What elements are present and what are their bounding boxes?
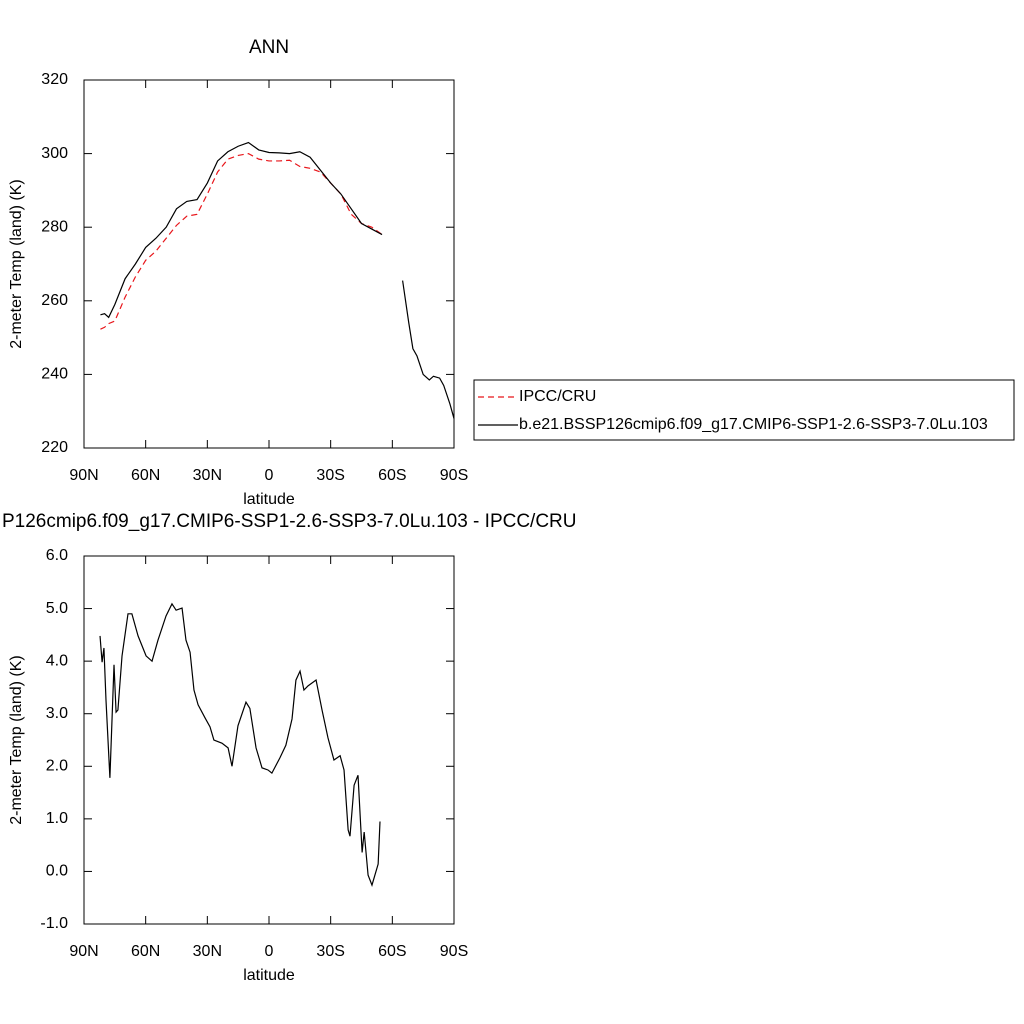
y-tick-label: 240 xyxy=(41,366,68,383)
x-tick-label: 90S xyxy=(440,943,468,960)
x-tick-label: 0 xyxy=(265,467,274,484)
y-tick-label: 1.0 xyxy=(46,810,68,827)
x-tick-label: 0 xyxy=(265,943,274,960)
x-tick-label: 90S xyxy=(440,467,468,484)
data-line xyxy=(100,152,383,330)
y-tick-label: 2.0 xyxy=(46,758,68,775)
data-line xyxy=(100,141,455,419)
y-tick-label: 3.0 xyxy=(46,705,68,722)
x-tick-label: 60S xyxy=(378,943,406,960)
chart-title: P126cmip6.f09_g17.CMIP6-SSP1-2.6-SSP3-7.… xyxy=(2,511,577,532)
y-tick-label: 300 xyxy=(41,145,68,162)
y-axis-label: 2-meter Temp (land) (K) xyxy=(8,179,25,349)
legend-label: b.e21.BSSP126cmip6.f09_g17.CMIP6-SSP1-2.… xyxy=(519,416,988,433)
x-tick-label: 90N xyxy=(69,943,98,960)
x-axis-label: latitude xyxy=(243,491,295,508)
y-tick-label: 220 xyxy=(41,439,68,456)
legend-label: IPCC/CRU xyxy=(519,388,596,405)
legend-box xyxy=(473,379,1015,441)
x-tick-label: 30N xyxy=(193,943,222,960)
x-tick-label: 90N xyxy=(69,467,98,484)
y-tick-label: 260 xyxy=(41,292,68,309)
plot-frame xyxy=(83,555,455,925)
x-tick-label: 30S xyxy=(316,943,344,960)
x-axis-label: latitude xyxy=(243,967,295,984)
y-tick-label: 320 xyxy=(41,71,68,88)
x-tick-label: 30S xyxy=(316,467,344,484)
x-tick-label: 60S xyxy=(378,467,406,484)
y-tick-label: 0.0 xyxy=(46,863,68,880)
chart-title: ANN xyxy=(249,37,289,58)
y-tick-label: 5.0 xyxy=(46,600,68,617)
plot-frame xyxy=(83,79,455,449)
y-tick-label: 6.0 xyxy=(46,547,68,564)
y-tick-label: 280 xyxy=(41,218,68,235)
y-tick-label: -1.0 xyxy=(40,915,68,932)
x-tick-label: 30N xyxy=(193,467,222,484)
data-line xyxy=(99,602,381,887)
y-tick-label: 4.0 xyxy=(46,652,68,669)
x-tick-label: 60N xyxy=(131,467,160,484)
y-axis-label: 2-meter Temp (land) (K) xyxy=(8,655,25,825)
x-tick-label: 60N xyxy=(131,943,160,960)
